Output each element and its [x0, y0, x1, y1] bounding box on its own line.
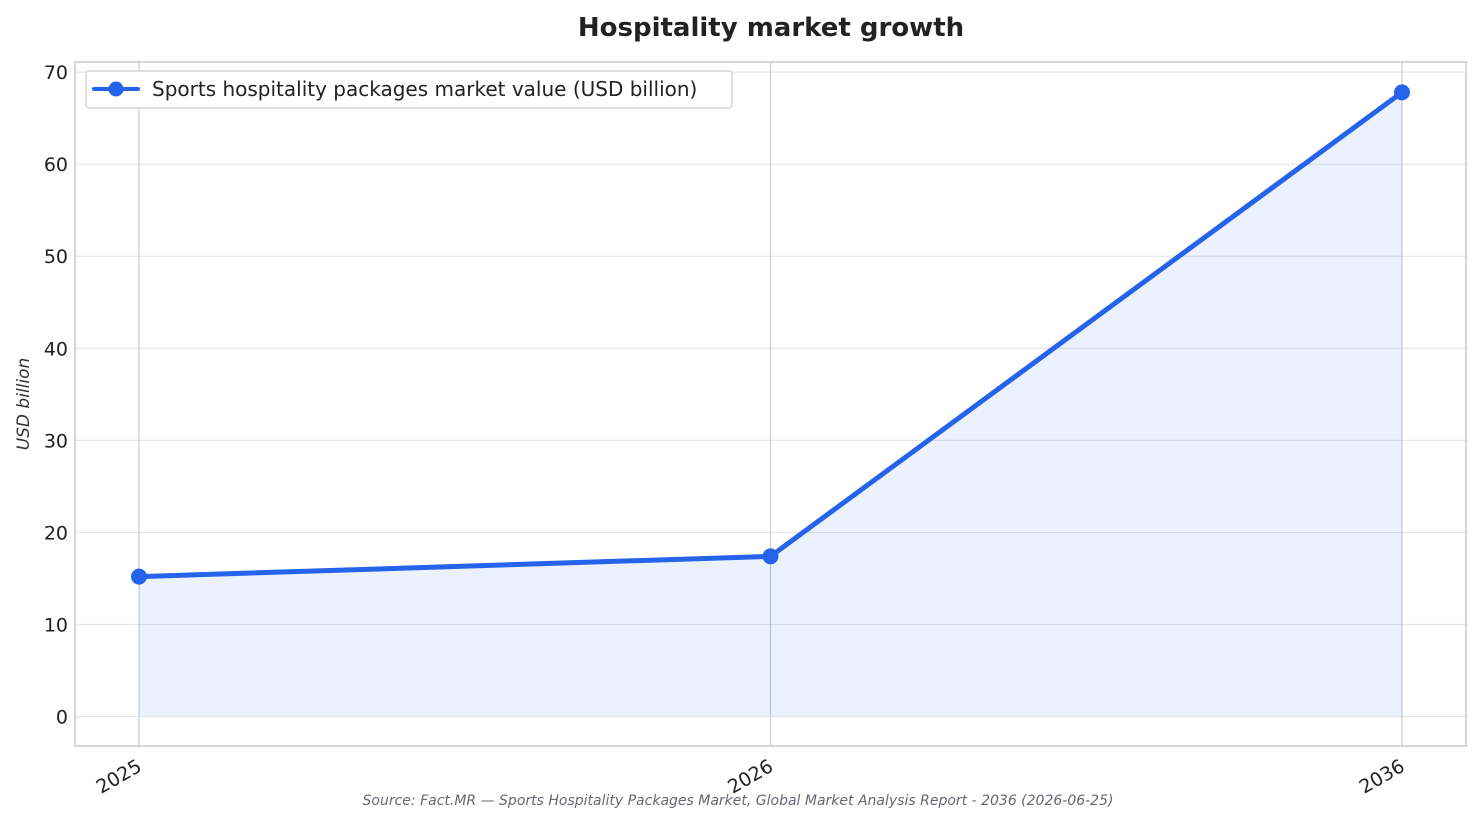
- legend-entry-label: Sports hospitality packages market value…: [152, 77, 697, 101]
- area-fill-layer: [75, 92, 1466, 718]
- data-point-2025: [131, 568, 147, 585]
- y-tick-label: 40: [44, 338, 68, 360]
- series-area-fill: [139, 92, 1402, 717]
- y-tick-label: 50: [44, 246, 68, 268]
- legend: Sports hospitality packages market value…: [85, 70, 733, 109]
- y-tick-label: 60: [44, 154, 68, 176]
- y-tick-label: 0: [56, 707, 68, 729]
- plot-frame: [74, 61, 1467, 747]
- data-point-2026: [762, 548, 779, 565]
- y-tick-label: 10: [44, 614, 68, 636]
- data-point-2036: [1394, 84, 1410, 101]
- y-axis-label: USD billion: [14, 358, 34, 451]
- legend-box: [85, 70, 733, 109]
- source-note: Source: Fact.MR — Sports Hospitality Pac…: [363, 793, 1114, 809]
- data-points: [131, 84, 1410, 585]
- y-tick-label: 20: [44, 522, 68, 544]
- y-tick-label: 30: [44, 430, 68, 452]
- chart-title: Hospitality market growth: [578, 13, 964, 43]
- y-tick-label: 70: [44, 62, 68, 84]
- y-tick-labels: 0 10 20 30 40 50 60 70: [44, 62, 68, 728]
- legend-marker-icon: [108, 81, 124, 97]
